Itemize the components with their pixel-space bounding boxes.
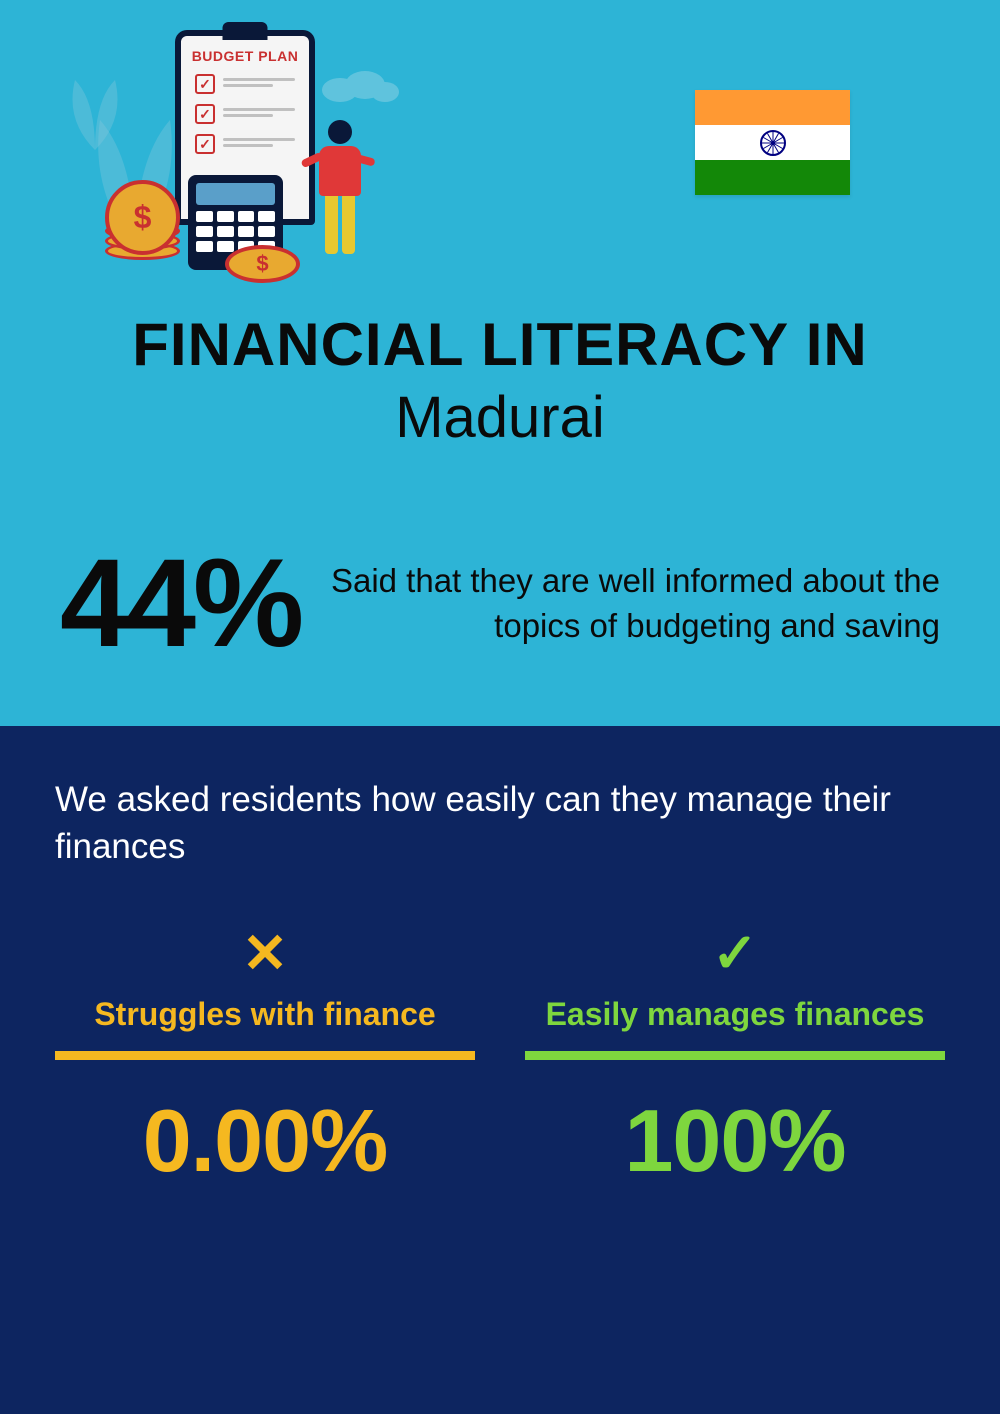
struggles-value: 0.00%: [55, 1090, 475, 1192]
manages-value: 100%: [525, 1090, 945, 1192]
india-flag-icon: [695, 90, 850, 195]
location-subtitle: Madurai: [60, 384, 940, 451]
bottom-section: We asked residents how easily can they m…: [0, 726, 1000, 1414]
x-icon: ✕: [55, 926, 475, 981]
manages-divider: [525, 1051, 945, 1060]
top-section: BUDGET PLAN ✓ ✓ ✓ $: [0, 0, 1000, 726]
person-icon: [310, 120, 370, 270]
ashoka-chakra-icon: [760, 130, 786, 156]
headline-stat: 44% Said that they are well informed abo…: [60, 541, 940, 666]
clipboard-title: BUDGET PLAN: [181, 48, 309, 64]
manages-label: Easily manages finances: [525, 996, 945, 1033]
title-block: FINANCIAL LITERACY IN Madurai: [60, 310, 940, 451]
budget-illustration: BUDGET PLAN ✓ ✓ ✓ $: [60, 30, 400, 280]
infographic-page: BUDGET PLAN ✓ ✓ ✓ $: [0, 0, 1000, 1414]
headline-percent: 44%: [60, 541, 301, 666]
comparison-columns: ✕ Struggles with finance 0.00% ✓ Easily …: [55, 926, 945, 1192]
struggles-divider: [55, 1051, 475, 1060]
coin-stack-icon: $: [105, 190, 185, 270]
check-icon: ✓: [525, 926, 945, 981]
struggles-column: ✕ Struggles with finance 0.00%: [55, 926, 475, 1192]
headline-description: Said that they are well informed about t…: [321, 559, 940, 648]
header-row: BUDGET PLAN ✓ ✓ ✓ $: [60, 30, 940, 280]
struggles-label: Struggles with finance: [55, 996, 475, 1033]
main-title: FINANCIAL LITERACY IN: [60, 310, 940, 379]
coin-bottom-icon: $: [225, 245, 310, 285]
manages-column: ✓ Easily manages finances 100%: [525, 926, 945, 1192]
question-text: We asked residents how easily can they m…: [55, 776, 945, 871]
